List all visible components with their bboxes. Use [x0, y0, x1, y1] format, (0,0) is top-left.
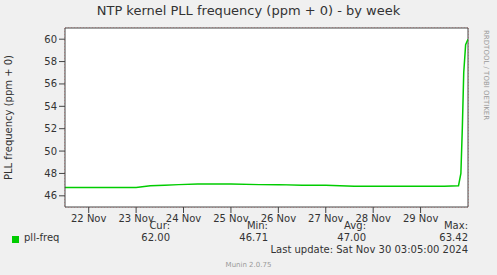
- html-text:Last update: Sat Nov 30 03:05:: Last update: Sat Nov 30 03:05:00 2024: [270, 244, 468, 255]
- svg-text:58: 58: [44, 56, 57, 67]
- svg-text:54: 54: [44, 101, 57, 112]
- html-text:Avg:: Avg:: [344, 220, 366, 231]
- svg-text:46: 46: [44, 190, 57, 201]
- svg-text:60: 60: [44, 34, 57, 45]
- svg-text:24 Nov: 24 Nov: [166, 213, 202, 224]
- svg-text:26 Nov: 26 Nov: [260, 213, 297, 225]
- svg-text:PLL frequency (ppm + 0): PLL frequency (ppm + 0): [8, 55, 14, 180]
- svg-text:27 Nov: 27 Nov: [308, 213, 344, 224]
- svg-text:25 Nov: 25 Nov: [213, 213, 249, 224]
- html-text:Min:: Min:: [246, 220, 268, 231]
- svg-text:50: 50: [44, 146, 57, 157]
- html-text:Munin 2.0.75: Munin 2.0.75: [225, 261, 272, 269]
- svg-text:28 Nov: 28 Nov: [355, 213, 391, 225]
- svg-text:48: 48: [44, 168, 57, 179]
- html-text:pll-freq: pll-freq: [24, 232, 60, 243]
- html-text:63.42: 63.42: [439, 232, 468, 243]
- svg-text:29 Nov: 29 Nov: [403, 213, 439, 224]
- html-text:NTP kernel PLL frequency (ppm: NTP kernel PLL frequency (ppm + 0) - by …: [96, 3, 401, 18]
- html-text:Max:: Max:: [444, 220, 468, 231]
- svg-text:52: 52: [44, 123, 57, 134]
- svg-text:56: 56: [44, 78, 57, 89]
- html-text:46.71: 46.71: [239, 232, 268, 243]
- svg-text:23 Nov: 23 Nov: [118, 213, 154, 224]
- html-text:RRDTOOL / TOBI OETIKER: RRDTOOL / TOBI OETIKER: [482, 30, 490, 121]
- html-text:47.00: 47.00: [337, 232, 366, 243]
- html-text:62.00: 62.00: [141, 232, 170, 243]
- html-text:Cur:: Cur:: [149, 220, 170, 231]
- svg-text:22 Nov: 22 Nov: [71, 213, 107, 224]
